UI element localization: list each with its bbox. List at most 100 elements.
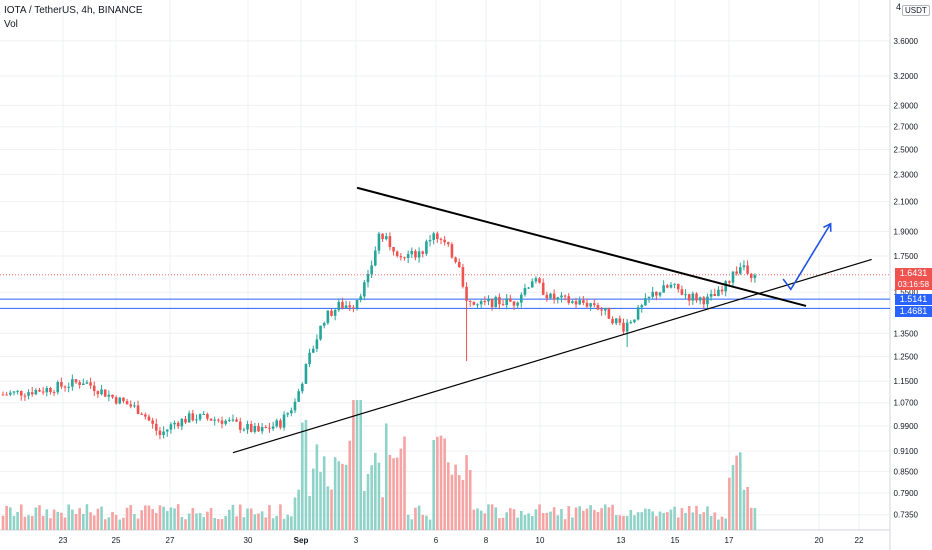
volume-bar	[319, 472, 322, 530]
candle-body	[589, 303, 592, 307]
candle-body	[374, 250, 377, 266]
candle-body	[231, 419, 235, 421]
candle-body	[56, 382, 60, 393]
candle-body	[202, 413, 206, 415]
price-tick-label: 0.7350	[894, 511, 919, 520]
level-tag-upper: 1.5141	[895, 294, 932, 305]
volume-bar	[74, 514, 78, 530]
volume-bar	[27, 515, 30, 530]
volume-bar	[603, 504, 607, 530]
volume-bar	[399, 448, 403, 530]
candle-body	[461, 267, 465, 287]
candle-body	[275, 420, 279, 427]
volume-bar	[607, 507, 611, 530]
candle-body	[78, 382, 81, 385]
volume-bar	[169, 507, 173, 530]
candle-body	[505, 298, 508, 305]
projection-arrow-head	[823, 222, 832, 232]
time-tick-label: 20	[815, 536, 824, 545]
time-tick-label: 15	[671, 536, 680, 545]
candle-body	[257, 425, 260, 432]
candle-body	[698, 297, 702, 301]
volume-bar	[585, 508, 589, 530]
price-tick-label: 1.0700	[894, 399, 919, 408]
candle-body	[593, 303, 596, 305]
candle-body	[523, 288, 527, 295]
currency-button[interactable]: USDT	[902, 5, 930, 16]
volume-bar	[370, 465, 373, 530]
time-tick-label: 3	[354, 536, 359, 545]
price-tick-label: 1.2500	[894, 352, 919, 361]
candle-body	[217, 419, 220, 421]
volume-bar	[676, 517, 680, 530]
candle-body	[655, 291, 658, 296]
volume-bar	[541, 513, 545, 530]
time-tick-label: 10	[536, 536, 545, 545]
volume-bar	[618, 515, 622, 530]
volume-bar	[206, 511, 209, 530]
volume-bar	[377, 462, 381, 530]
candle-body	[625, 322, 629, 332]
volume-bar	[180, 516, 184, 530]
candle-body	[479, 301, 483, 305]
volume-bar	[468, 469, 472, 530]
volume-bar	[731, 464, 735, 530]
volume-bar	[636, 512, 640, 530]
time-tick-label: 22	[855, 536, 864, 545]
candle-body	[264, 427, 268, 429]
candle-body	[268, 427, 271, 429]
volume-bar	[213, 517, 216, 530]
volume-bar	[684, 512, 687, 530]
volume-bar	[666, 512, 669, 530]
volume-bar	[322, 456, 326, 530]
candle-body	[472, 301, 476, 305]
volume-bar	[67, 504, 70, 530]
price-tick-label: 1.9000	[894, 227, 919, 236]
volume-bar	[344, 464, 348, 530]
volume-bar	[45, 509, 49, 530]
candle-body	[290, 410, 293, 414]
volume-bar	[392, 458, 395, 530]
candle-body	[348, 305, 352, 308]
volume-bar	[614, 515, 618, 530]
volume-bar	[9, 507, 12, 530]
candle-body	[395, 251, 399, 257]
level-tag-lower: 1.4681	[895, 306, 932, 317]
candle-body	[450, 244, 454, 258]
price-tick-label: 1.1500	[894, 377, 919, 386]
volume-label: Vol	[4, 19, 18, 30]
volume-bar	[271, 518, 275, 530]
candle-body	[118, 397, 122, 404]
candle-body	[370, 265, 373, 275]
price-tick-label: 2.9000	[894, 101, 919, 110]
candle-body	[666, 285, 669, 288]
candle-body	[260, 427, 264, 432]
volume-bar	[264, 517, 268, 530]
volume-bar	[147, 505, 151, 530]
time-tick-label: 30	[244, 536, 253, 545]
candle-body	[520, 294, 523, 303]
volume-bar	[82, 513, 85, 530]
candle-body	[213, 419, 216, 421]
candle-body	[114, 397, 118, 404]
candle-body	[111, 394, 114, 398]
candle-body	[483, 301, 487, 303]
candle-body	[162, 431, 165, 436]
candle-body	[611, 318, 614, 324]
candle-body	[494, 296, 498, 308]
candle-body	[410, 251, 414, 255]
candle-body	[209, 418, 213, 421]
volume-bar	[571, 517, 574, 530]
candle-body	[713, 294, 717, 296]
candle-body	[574, 301, 578, 305]
volume-bar	[330, 489, 333, 530]
candle-body	[19, 390, 23, 396]
candle-body	[530, 281, 534, 288]
volume-bar	[479, 510, 483, 530]
volume-bar	[457, 475, 461, 530]
candle-body	[614, 318, 618, 324]
volume-bar	[698, 514, 702, 530]
volume-bar	[439, 435, 443, 530]
volume-bar	[501, 517, 505, 530]
